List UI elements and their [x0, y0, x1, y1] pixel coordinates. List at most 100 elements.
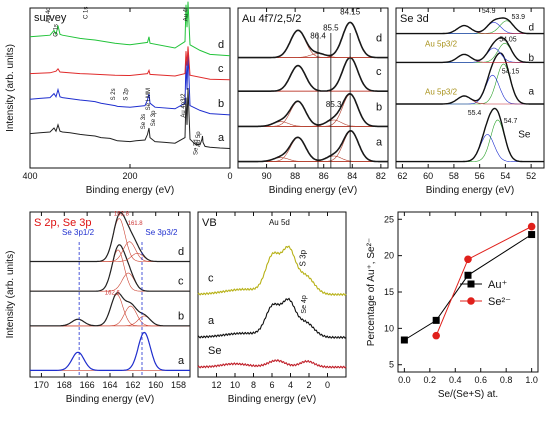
vb-title: VB: [202, 217, 217, 229]
survey-peak-label: Au 5p: [196, 131, 202, 147]
s2p-component-d: [30, 241, 190, 262]
s2p-series-label-c: c: [178, 276, 184, 288]
survey-peak-label: Se 3s: [141, 114, 147, 129]
vb-x-tick-label: 8: [251, 380, 256, 390]
s2p-y-axis-label: Intensity (arb. units): [5, 251, 16, 339]
s2p-envelope-c: [30, 244, 190, 292]
s2p-annotation: 162.8: [114, 211, 130, 217]
s2p-x-tick-label: 162: [125, 380, 140, 390]
au4f-envelope-b: [238, 92, 388, 128]
se3d-series-label: b: [529, 53, 535, 64]
se3d-envelope-d: [396, 17, 544, 35]
se3d-component-b: [396, 42, 544, 63]
s2p-envelope-d: [30, 212, 190, 263]
se3d-component-b: [396, 47, 544, 63]
survey-x-tick-label: 200: [122, 171, 137, 181]
s2p-component-d: [30, 253, 190, 262]
s2p-x-tick-label: 164: [102, 380, 117, 390]
vb-x-tick-label: 12: [211, 380, 221, 390]
survey-peak-label: Se 3p: [151, 110, 157, 126]
vb-x-tick-label: 4: [288, 380, 293, 390]
panel-survey: 400 200 0 Binding energy (eV) Intensity (arb…: [5, 1, 233, 196]
percentage-x-tick-label: 0.8: [500, 375, 513, 385]
se3d-annotation: 54.7: [504, 118, 518, 125]
au4f-envelope-c: [238, 56, 388, 92]
percentage-x-tick-label: 1.0: [525, 375, 538, 385]
percentage-point-au: [400, 336, 408, 344]
panel-s2p: 170 168 166 164 162 160 158 Binding energy (eV)…: [5, 211, 191, 405]
panel-vb: 12 10 8 6 4 2 0 Binding energy (eV) VB Se a c Au 5d S…: [197, 211, 347, 405]
se3d-annotation: 55.4: [468, 110, 482, 117]
survey-peak-label: Au 4d: [46, 7, 52, 23]
au4f-series-label-c: c: [376, 66, 382, 78]
vb-series-Se: [197, 358, 347, 369]
s2p-annotation: Se 3p1/2: [62, 228, 95, 237]
percentage-y-tick-label: 5: [389, 360, 394, 370]
percentage-line-Se²⁻: [435, 226, 532, 336]
percentage-y-axis-label: Percentage of Au⁺, Se²⁻: [366, 238, 377, 346]
au4f-series-label-b: b: [376, 101, 382, 113]
se3d-envelope-Se: [396, 107, 544, 163]
survey-peak-label: C 1s: [84, 7, 90, 19]
vb-x-tick-label: 6: [269, 380, 274, 390]
s2p-component-b: [30, 315, 190, 327]
se3d-envelope-a: [396, 52, 544, 105]
percentage-point-au: [528, 231, 536, 239]
vb-series-label-a: a: [208, 315, 215, 327]
se3d-annotation: Au 5p3/2: [425, 39, 458, 48]
panel-percentage: 0.0 0.2 0.4 0.6 0.8 1.0 Se/(Se+S) at. 5 10 15 20 25…: [366, 211, 539, 400]
vb-annotation: S 3p: [298, 249, 307, 266]
se3d-x-tick-label: 58: [449, 171, 459, 181]
legend-label: Au⁺: [488, 279, 507, 291]
s2p-component-b: [30, 319, 190, 327]
panel-au4f: 90 88 86 84 82 Binding energy (eV) Au 4f7/2,5/…: [237, 7, 389, 196]
au4f-annotation: 86.4: [310, 31, 326, 40]
au4f-series-label-a: a: [376, 137, 383, 149]
vb-series-c: [197, 245, 347, 297]
au4f-annotation: 84.15: [340, 7, 361, 16]
percentage-y-tick-label: 25: [384, 214, 394, 224]
s2p-annotation: 161.8: [128, 221, 144, 227]
survey-series-d: [29, 1, 231, 57]
legend-marker: [467, 297, 475, 305]
se3d-annotation: 54.05: [499, 37, 517, 44]
vb-annotation: Se 4p: [301, 295, 308, 313]
vb-x-tick-label: 2: [306, 380, 311, 390]
au4f-title: Au 4f7/2,5/2: [242, 13, 301, 25]
s2p-envelope-b: [30, 292, 190, 327]
se3d-x-tick-label: 62: [397, 171, 407, 181]
percentage-point-se: [527, 222, 536, 231]
se3d-series-label: a: [529, 86, 535, 97]
survey-x-tick-label: 0: [227, 171, 232, 181]
vb-series-label-c: c: [208, 272, 214, 284]
survey-y-axis-label: Intensity (arb. units): [5, 44, 16, 132]
legend-label: Se²⁻: [488, 296, 511, 308]
se3d-annotation: Au 5p3/2: [425, 87, 458, 96]
s2p-title: S 2p, Se 3p: [34, 217, 92, 229]
survey-peak-label: Se 3d: [194, 139, 200, 155]
au4f-annotation: 85.5: [323, 23, 339, 32]
panel-se3d: 62 60 58 56 54 52 Binding energy (eV) Se 3d d b a S…: [395, 7, 545, 196]
s2p-x-tick-label: 170: [34, 380, 49, 390]
se3d-x-tick-label: 60: [423, 171, 433, 181]
survey-peak-label: Au 4f: [184, 7, 190, 21]
survey-x-tick-label: 400: [22, 171, 37, 181]
au4f-x-tick-label: 86: [319, 171, 329, 181]
survey-series-c: [29, 46, 231, 81]
survey-peak-label: Se LMM: [146, 88, 152, 110]
se3d-envelope-b: [396, 36, 544, 64]
vb-annotation: Au 5d: [269, 218, 290, 227]
s2p-annotation: Se 3p3/2: [145, 228, 178, 237]
se3d-component-Se: [396, 119, 544, 162]
vb-x-axis-label: Binding energy (eV): [228, 394, 316, 405]
au4f-series-label-d: d: [376, 33, 382, 45]
survey-series-label-d: d: [218, 39, 224, 51]
au4f-x-tick-label: 84: [347, 171, 357, 181]
percentage-y-tick-label: 15: [384, 287, 394, 297]
au4f-envelope-d: [238, 21, 388, 59]
percentage-x-axis-label: Se/(Se+S) at.: [438, 389, 498, 400]
se3d-title: Se 3d: [400, 13, 429, 25]
vb-series-a: [197, 297, 347, 340]
survey-series-a: [29, 87, 231, 149]
